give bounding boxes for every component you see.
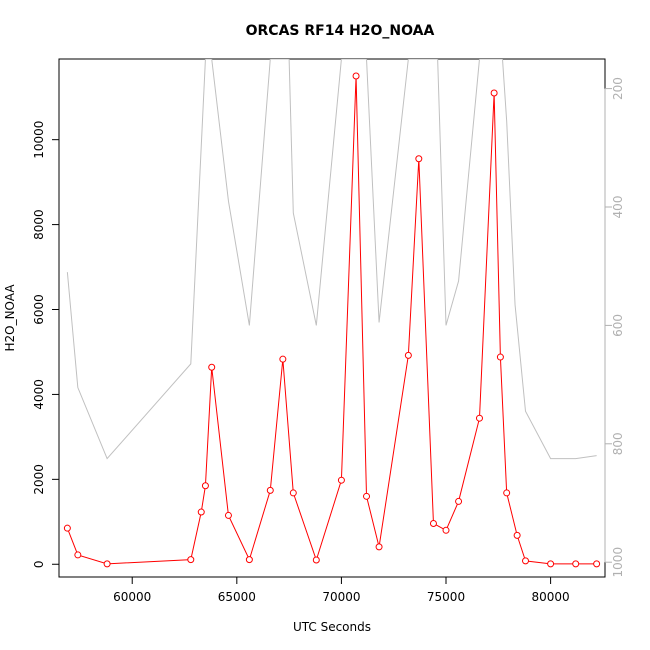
data-point: [442, 526, 450, 534]
plot-frame: [58, 58, 606, 578]
data-point: [572, 560, 580, 568]
data-point: [208, 363, 216, 371]
data-point: [224, 511, 232, 519]
y2-axis-right: 200 400 600 800 1000: [604, 77, 625, 578]
data-point: [593, 560, 601, 568]
data-point: [415, 155, 423, 163]
y-axis-label: H2O_NOAA: [3, 284, 17, 352]
data-point: [245, 556, 253, 564]
data-point: [289, 489, 297, 497]
series-line-h2o: [66, 75, 597, 565]
data-point: [201, 482, 209, 490]
y-tick-label: 0: [32, 560, 46, 568]
data-point: [197, 508, 205, 516]
data-point: [103, 560, 111, 568]
data-point: [375, 543, 383, 551]
x-axis-label: UTC Seconds: [293, 620, 371, 634]
x-axis: 60000 65000 70000 75000 80000: [113, 576, 570, 604]
data-point: [63, 524, 71, 532]
data-point: [496, 353, 504, 361]
y-axis: 0 2000 4000 6000 8000 10000: [32, 121, 60, 568]
y2-tick-label: 800: [611, 432, 625, 455]
y-tick-label: 4000: [32, 379, 46, 410]
y2-tick-label: 1000: [611, 547, 625, 578]
data-point: [475, 414, 483, 422]
x-tick-label: 80000: [532, 590, 570, 604]
series-line-secondary: [66, 59, 597, 460]
y2-tick-label: 400: [611, 196, 625, 219]
data-point: [547, 560, 555, 568]
data-point: [503, 489, 511, 497]
chart-title: ORCAS RF14 H2O_NOAA: [246, 23, 435, 39]
data-point: [279, 355, 287, 363]
data-point: [337, 476, 345, 484]
y-tick-label: 10000: [32, 121, 46, 159]
data-point: [404, 351, 412, 359]
data-point: [187, 556, 195, 564]
data-point: [522, 557, 530, 565]
data-point: [429, 520, 437, 528]
data-point: [74, 551, 82, 559]
series-layer: [63, 59, 601, 568]
x-tick-label: 75000: [427, 590, 465, 604]
y2-tick-label: 600: [611, 314, 625, 337]
data-point: [266, 486, 274, 494]
x-tick-label: 70000: [322, 590, 360, 604]
data-point: [363, 492, 371, 500]
data-point: [455, 497, 463, 505]
y-tick-label: 8000: [32, 209, 46, 240]
data-point: [513, 531, 521, 539]
y2-tick-label: 200: [611, 77, 625, 100]
x-tick-label: 65000: [218, 590, 256, 604]
data-point: [490, 89, 498, 97]
data-point: [352, 72, 360, 80]
y-tick-label: 6000: [32, 294, 46, 325]
data-point: [312, 556, 320, 564]
y-tick-label: 2000: [32, 464, 46, 495]
x-tick-label: 60000: [113, 590, 151, 604]
